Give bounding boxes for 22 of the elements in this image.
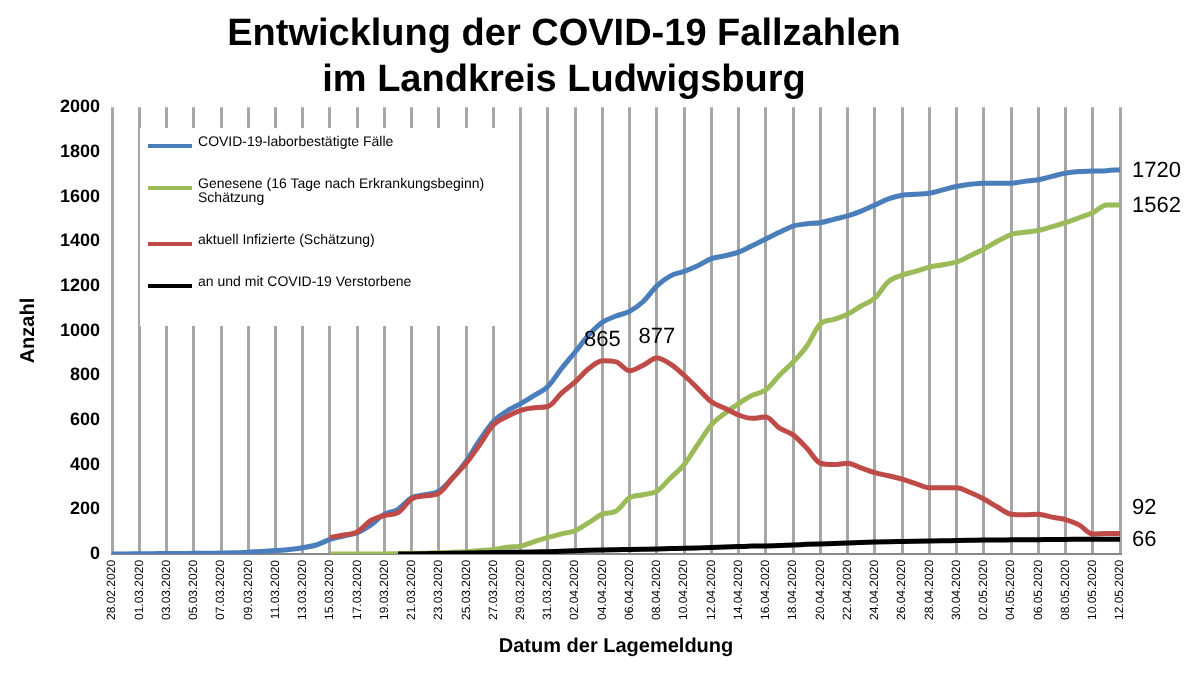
y-tick-label: 1000 [59, 319, 101, 340]
y-axis-title: Anzahl [17, 297, 40, 364]
y-tick-label: 1200 [59, 274, 101, 295]
line-series [395, 536, 1123, 554]
y-tick-label: 200 [69, 498, 101, 519]
y-tick-label: 0 [90, 542, 101, 563]
y-tick-label: 1800 [59, 140, 101, 161]
y-tick-label: 400 [69, 453, 101, 474]
data-label: 877 [638, 325, 676, 350]
line-series [327, 355, 1123, 540]
data-label: 92 [1132, 496, 1157, 521]
y-tick-label: 800 [69, 364, 101, 385]
chart-title: Entwicklung der COVID-19 Fallzahlen im Landkreis Ludwigsburg [227, 13, 901, 101]
data-label: 1720 [1132, 158, 1181, 183]
y-tick-label: 600 [69, 408, 101, 429]
x-axis-title: Datum der Lagemeldung [498, 635, 734, 658]
data-label: 66 [1132, 528, 1157, 553]
data-label: 1562 [1132, 194, 1181, 219]
y-tick-label: 2000 [59, 96, 101, 117]
data-label: 865 [584, 327, 621, 352]
y-tick-label: 1600 [59, 185, 101, 206]
y-tick-label: 1400 [59, 230, 101, 251]
